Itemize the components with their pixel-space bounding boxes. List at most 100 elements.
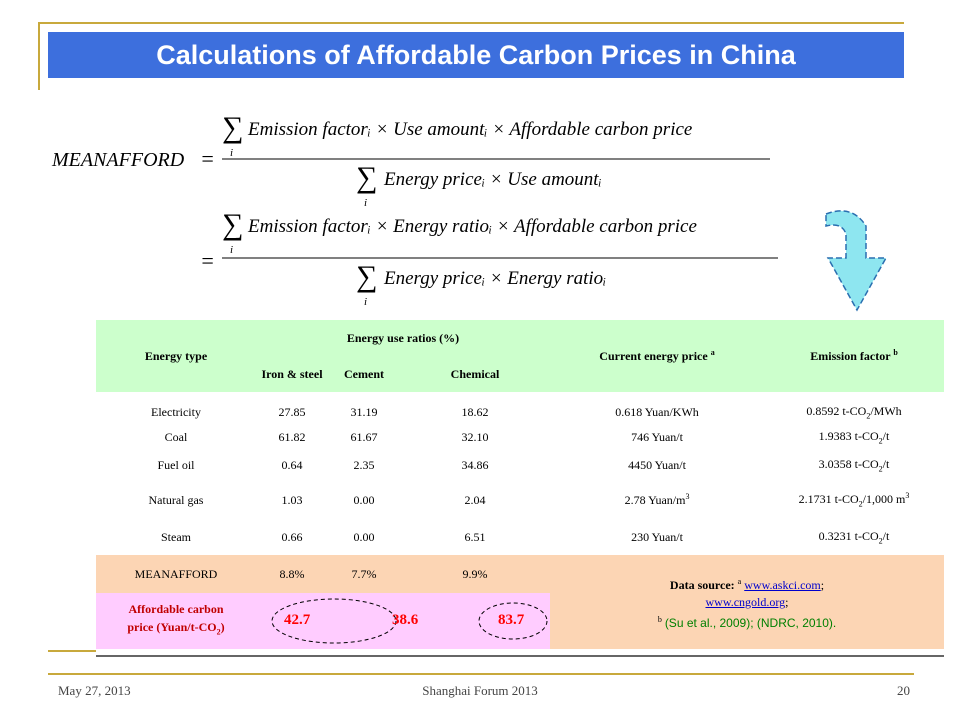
cell-cement: 0.00: [353, 492, 375, 507]
ef-sup: 3: [905, 491, 910, 501]
affordable-label-sub: 2: [216, 627, 221, 637]
table-row: Coal 61.82 61.67 32.10 746 Yuan/t 1.9383…: [96, 425, 944, 450]
header-energy-use-ratios: Energy use ratios (%): [256, 320, 551, 356]
sum-index: i: [230, 244, 233, 256]
table-row: Steam 0.66 0.00 6.51 230 Yuan/t 0.3231 t…: [96, 520, 944, 555]
header-current-price: Current energy price a: [550, 320, 765, 392]
cell-chemical: 2.04: [464, 492, 486, 507]
header-cement: Cement: [328, 356, 400, 392]
footer-page-number: 20: [897, 683, 910, 698]
formula-equals-1: =: [200, 146, 215, 171]
affordable-iron: 42.7: [284, 612, 311, 628]
source-sep: ;: [820, 577, 825, 592]
table-row: Fuel oil 0.64 2.35 34.86 4450 Yuan/t 3.0…: [96, 450, 944, 480]
note-b: b: [893, 348, 898, 357]
cell-emission: 0.8592 t-CO2/MWh: [764, 392, 944, 425]
slide-title: Calculations of Affordable Carbon Prices…: [48, 32, 904, 78]
ef-unit: /1,000 m: [862, 492, 906, 507]
ef-sub: 2: [878, 464, 883, 474]
cell-iron: 0.64: [281, 457, 303, 472]
footer-event: Shanghai Forum 2013: [422, 683, 538, 698]
ef-sub: 2: [858, 499, 863, 509]
ef-text: 3.0358 t-CO: [818, 456, 879, 471]
cell-energy-type: Fuel oil: [157, 457, 195, 472]
cell-iron: 27.85: [278, 405, 306, 419]
cell-price: 4450 Yuan/t: [628, 457, 686, 472]
ef-sub: 2: [866, 411, 871, 421]
frame-top-line: [38, 22, 904, 24]
cell-cement: 31.19: [350, 405, 378, 419]
source-note-b: b: [657, 614, 662, 624]
source-note-a: a: [737, 576, 742, 586]
cell-price: 2.78 Yuan/m3: [550, 480, 764, 520]
eq2-denominator: Energy priceᵢ × Energy ratioᵢ: [383, 268, 606, 289]
cell-chemical: 32.10: [461, 430, 489, 444]
affordable-label-end: ): [220, 620, 225, 635]
header-current-price-text: Current energy price: [599, 349, 708, 363]
cell-energy-type: Natural gas: [148, 492, 204, 507]
source-link-askci[interactable]: www.askci.com: [744, 577, 821, 592]
source-refs: (Su et al., 2009); (NDRC, 2010).: [664, 615, 837, 630]
formula-equals-2: =: [200, 248, 215, 273]
curved-down-arrow-icon: [825, 210, 888, 312]
header-energy-type: Energy type: [96, 320, 256, 392]
header-emission-factor-text: Emission factor: [810, 349, 891, 363]
frame-bottom-left-line: [48, 650, 96, 652]
cell-iron: 1.03: [281, 492, 303, 507]
sum-icon: ∑: [356, 161, 377, 194]
price-text: 2.78 Yuan/m: [624, 493, 686, 507]
cell-emission: 2.1731 t-CO2/1,000 m3: [764, 480, 944, 520]
table-row-affordable: Affordable carbon price (Yuan/t-CO2) 42.…: [96, 593, 944, 649]
affordable-chemical: 83.7: [498, 612, 525, 628]
source-sep: ;: [785, 594, 789, 609]
header-chemical: Chemical: [400, 356, 551, 392]
affordable-label-1: Affordable carbon: [128, 602, 224, 617]
table-bottom-border: [96, 655, 944, 657]
frame-left-line: [38, 22, 40, 90]
sum-index: i: [230, 147, 233, 159]
ef-text: 0.8592 t-CO: [806, 404, 867, 419]
table-row-meanafford: MEANAFFORD 8.8% 7.7% 9.9% Data source: a…: [96, 555, 945, 649]
source-label: Data source:: [669, 577, 735, 592]
cell-energy-type: Electricity: [151, 405, 201, 419]
cell-meanafford-cement: 7.7%: [328, 555, 400, 593]
sum-icon: ∑: [222, 208, 243, 241]
sum-icon: ∑: [356, 260, 377, 293]
ef-unit: /t: [882, 456, 890, 471]
cell-iron: 0.66: [281, 530, 303, 544]
cell-chemical: 18.62: [461, 405, 489, 419]
cell-price: 0.618 Yuan/KWh: [615, 405, 699, 419]
affordable-label-2: price (Yuan/t-CO: [127, 620, 217, 635]
ef-unit: /t: [882, 529, 890, 544]
cell-price: 746 Yuan/t: [631, 430, 683, 444]
sum-icon: ∑: [222, 111, 243, 144]
eq1-numerator: Emission factorᵢ × Use amountᵢ × Afforda…: [247, 119, 692, 140]
note-a: a: [710, 348, 715, 357]
table-row: Natural gas 1.03 0.00 2.04 2.78 Yuan/m3 …: [96, 480, 944, 520]
cell-affordable-label: Affordable carbon price (Yuan/t-CO2): [96, 593, 256, 649]
cell-meanafford-label: MEANAFFORD: [96, 555, 256, 593]
cell-meanafford-iron: 8.8%: [256, 555, 328, 593]
cell-meanafford-chemical: 9.9%: [400, 555, 551, 593]
table-row: Electricity 27.85 31.19 18.62 0.618 Yuan…: [96, 392, 944, 425]
ef-sub: 2: [878, 436, 883, 446]
footer-date: May 27, 2013: [58, 683, 131, 698]
eq2-numerator: Emission factorᵢ × Energy ratioᵢ × Affor…: [247, 216, 697, 237]
cell-chemical: 6.51: [464, 530, 486, 544]
ef-text: 0.3231 t-CO: [818, 529, 879, 544]
cell-emission: 1.9383 t-CO2/t: [764, 425, 944, 450]
cell-emission: 3.0358 t-CO2/t: [764, 450, 944, 480]
ef-unit: /MWh: [870, 404, 902, 419]
cell-cement: 61.67: [350, 430, 378, 444]
price-sup: 3: [685, 492, 690, 501]
cell-price: 230 Yuan/t: [631, 530, 683, 544]
cell-energy-type: Steam: [161, 530, 191, 544]
formula-lhs: MEANAFFORD: [51, 149, 185, 171]
cell-cement: 0.00: [353, 530, 375, 544]
source-link-cngold[interactable]: www.cngold.org: [705, 594, 786, 609]
header-emission-factor: Emission factor b: [764, 320, 945, 392]
ef-sub: 2: [878, 536, 883, 546]
cell-chemical: 34.86: [461, 457, 489, 472]
header-iron-steel: Iron & steel: [256, 356, 328, 392]
sum-index: i: [364, 197, 367, 209]
